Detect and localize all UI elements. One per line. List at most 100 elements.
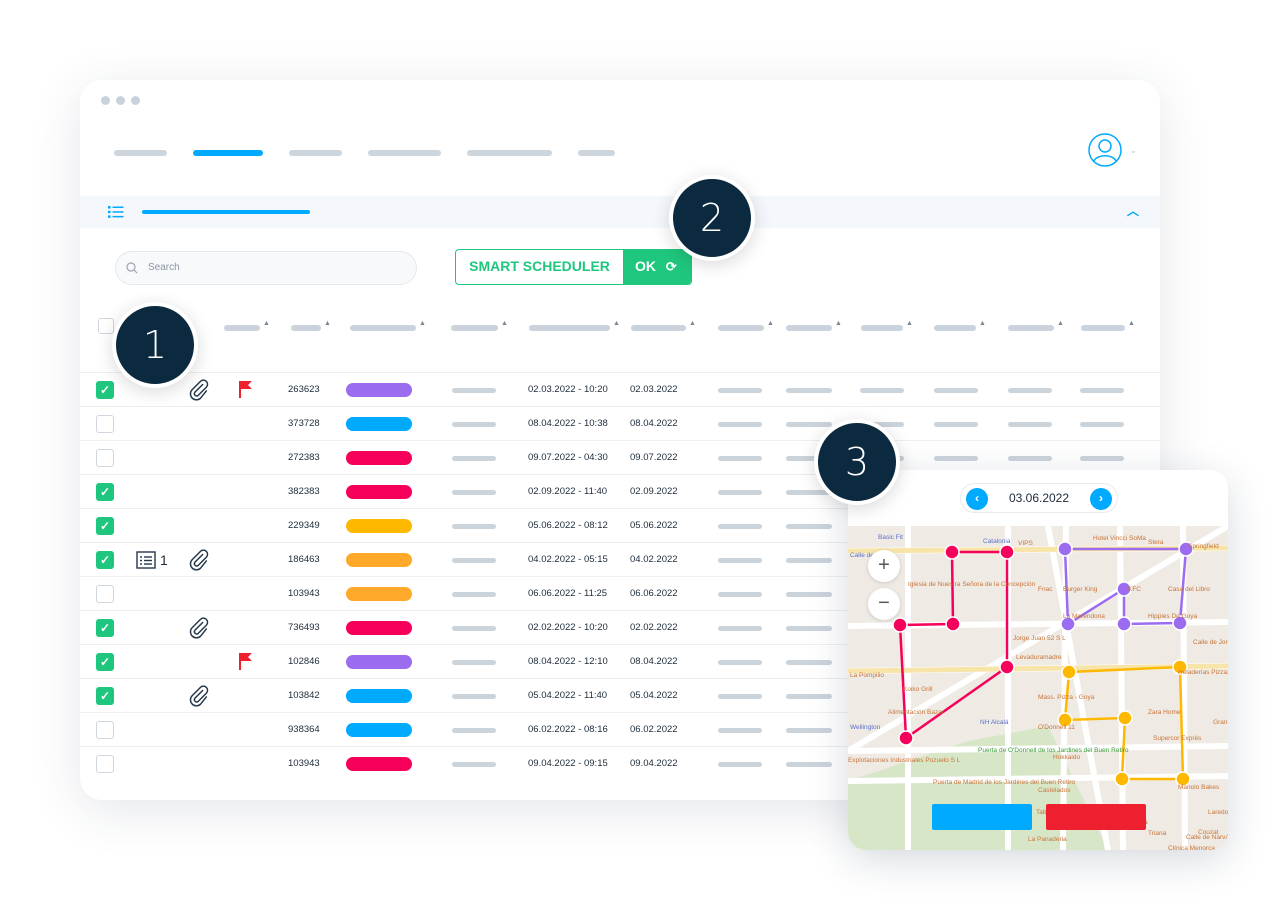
next-date-button[interactable]: › <box>1090 488 1112 510</box>
route-stop <box>1116 616 1132 632</box>
sort-icon[interactable]: ▲ <box>835 320 842 327</box>
street <box>848 773 1228 784</box>
status-pill <box>346 485 412 499</box>
column-header-1[interactable] <box>224 325 260 331</box>
nav-tab-active[interactable] <box>193 150 263 156</box>
sort-icon[interactable]: ▲ <box>767 320 774 327</box>
placeholder-value <box>786 490 832 495</box>
flag-icon[interactable] <box>238 652 254 670</box>
sort-icon[interactable]: ▲ <box>906 320 913 327</box>
status-pill <box>346 383 412 397</box>
placeholder-value <box>786 660 832 665</box>
placeholder-value <box>1008 422 1052 427</box>
section-title-bar <box>142 210 310 214</box>
placeholder-value <box>718 660 762 665</box>
row-checkbox[interactable]: ✓ <box>96 619 114 637</box>
table-row[interactable]: 373728 08.04.2022 - 10:38 08.04.2022 <box>80 406 1160 440</box>
attachment-icon[interactable] <box>188 685 210 707</box>
placeholder-value <box>718 762 762 767</box>
sort-icon[interactable]: ▲ <box>979 320 986 327</box>
placeholder-value <box>786 388 832 393</box>
row-checkbox[interactable] <box>96 415 114 433</box>
avatar[interactable] <box>1088 133 1122 167</box>
route-stop <box>1114 771 1130 787</box>
map-label: Clínica Menorca <box>1168 845 1215 850</box>
start-datetime: 02.09.2022 - 11:40 <box>528 486 608 497</box>
column-header-11[interactable] <box>1008 325 1054 331</box>
route-stop <box>1060 616 1076 632</box>
row-checkbox[interactable]: ✓ <box>96 381 114 399</box>
map-label: KFC <box>1128 586 1141 593</box>
placeholder-value <box>718 626 762 631</box>
nav-tab-1[interactable] <box>114 150 167 156</box>
nav-tab-5[interactable] <box>467 150 552 156</box>
sort-icon[interactable]: ▲ <box>501 320 508 327</box>
cancel-button[interactable] <box>1046 804 1146 830</box>
route-stop <box>1175 771 1191 787</box>
map-label: Hippies De Goya <box>1148 613 1198 620</box>
row-checkbox[interactable] <box>96 721 114 739</box>
map-label: Alimentación Bazar <box>888 709 945 716</box>
zoom-out-button[interactable]: − <box>868 588 900 620</box>
sort-icon[interactable]: ▲ <box>324 320 331 327</box>
column-header-8[interactable] <box>786 325 832 331</box>
column-header-5[interactable] <box>529 325 610 331</box>
zoom-in-button[interactable]: + <box>868 550 900 582</box>
row-checkbox[interactable]: ✓ <box>96 551 114 569</box>
window-dot <box>116 96 125 105</box>
column-header-9[interactable] <box>861 325 903 331</box>
column-header-10[interactable] <box>934 325 976 331</box>
select-all-checkbox[interactable] <box>98 318 114 334</box>
prev-date-button[interactable]: ‹ <box>966 488 988 510</box>
nav-tab-3[interactable] <box>289 150 342 156</box>
map-label: Calle de Jorge Juan <box>1193 639 1228 646</box>
sort-icon[interactable]: ▲ <box>689 320 696 327</box>
nav-tab-4[interactable] <box>368 150 441 156</box>
ok-button[interactable]: OK ⟳ <box>623 250 691 284</box>
table-row[interactable]: ✓ 382383 02.09.2022 - 11:40 02.09.2022 <box>80 474 1160 508</box>
sort-icon[interactable]: ▲ <box>1057 320 1064 327</box>
sort-icon[interactable]: ▲ <box>613 320 620 327</box>
sort-icon[interactable]: ▲ <box>419 320 426 327</box>
row-checkbox[interactable]: ✓ <box>96 517 114 535</box>
column-header-2[interactable] <box>291 325 321 331</box>
table-row[interactable]: 272383 09.07.2022 - 04:30 09.07.2022 <box>80 440 1160 474</box>
placeholder-value <box>934 456 978 461</box>
column-header-3[interactable] <box>350 325 416 331</box>
checklist-icon[interactable] <box>136 544 156 578</box>
map-label: O'Donnell 11 <box>1038 724 1075 731</box>
attachment-icon[interactable] <box>188 379 210 401</box>
row-checkbox[interactable]: ✓ <box>96 687 114 705</box>
user-icon <box>1088 133 1122 167</box>
flag-icon[interactable] <box>238 380 254 398</box>
list-icon[interactable] <box>108 206 124 218</box>
column-header-7[interactable] <box>718 325 764 331</box>
row-checkbox[interactable] <box>96 755 114 773</box>
sort-icon[interactable]: ▲ <box>1128 320 1135 327</box>
nav-tab-6[interactable] <box>578 150 615 156</box>
placeholder-value <box>718 524 762 529</box>
attachment-icon[interactable] <box>188 549 210 571</box>
row-checkbox[interactable]: ✓ <box>96 483 114 501</box>
search-input[interactable]: Search <box>115 251 417 285</box>
column-header-6[interactable] <box>631 325 686 331</box>
table-row[interactable]: ✓ 263623 02.03.2022 - 10:20 02.03.2022 <box>80 372 1160 406</box>
sort-icon[interactable]: ▲ <box>263 320 270 327</box>
smart-scheduler-button[interactable]: SMART SCHEDULER <box>469 258 610 274</box>
map-label: Hokkaido <box>1053 754 1080 761</box>
row-checkbox[interactable] <box>96 449 114 467</box>
row-checkbox[interactable]: ✓ <box>96 653 114 671</box>
column-header-4[interactable] <box>451 325 498 331</box>
ok-label: OK <box>635 258 656 274</box>
chevron-up-icon[interactable]: ︿ <box>1127 204 1140 218</box>
street <box>1117 526 1126 850</box>
row-checkbox[interactable] <box>96 585 114 603</box>
end-date: 06.02.2022 <box>630 724 678 735</box>
map-label: Puerta de O'Donnell de los Jardines del … <box>978 747 1129 754</box>
attachment-icon[interactable] <box>188 617 210 639</box>
confirm-button[interactable] <box>932 804 1032 830</box>
column-header-12[interactable] <box>1081 325 1125 331</box>
chevron-down-icon[interactable]: ⌄ <box>1130 146 1137 155</box>
route-stop <box>1117 710 1133 726</box>
